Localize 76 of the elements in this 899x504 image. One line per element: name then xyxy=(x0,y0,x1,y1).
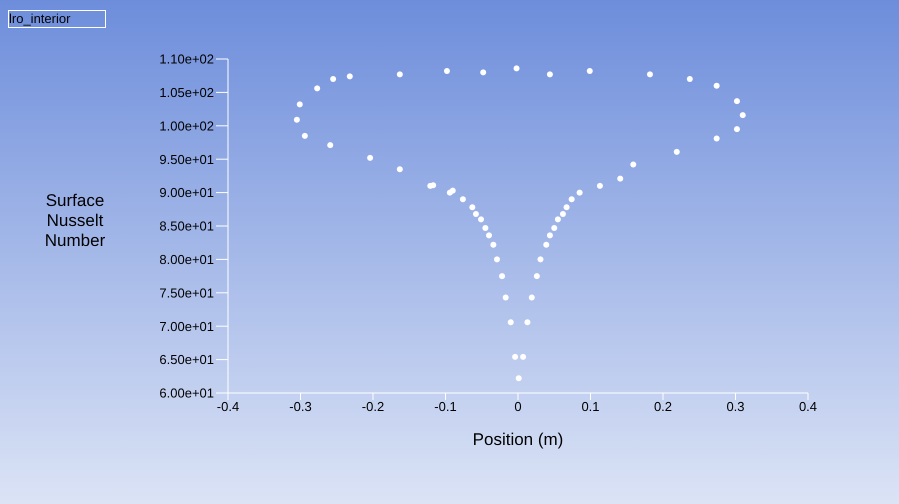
point xyxy=(568,196,575,202)
x-tick-label: 0 xyxy=(514,399,522,414)
point xyxy=(480,69,486,76)
point xyxy=(546,71,553,78)
x-tick-label: -0.4 xyxy=(216,399,240,414)
x-tick-label: -0.2 xyxy=(362,399,384,414)
point xyxy=(564,204,570,210)
point xyxy=(714,82,720,89)
point xyxy=(367,154,374,161)
y-tick-label: 6.00e+01 xyxy=(159,386,214,401)
point xyxy=(327,142,334,148)
point xyxy=(302,132,308,139)
point xyxy=(444,68,450,74)
y-tick-label: 6.50e+01 xyxy=(159,352,214,368)
point xyxy=(486,232,492,238)
point xyxy=(551,225,558,232)
point xyxy=(576,190,583,196)
text: lro_interior xyxy=(9,11,70,26)
point xyxy=(543,242,550,248)
point xyxy=(494,256,500,262)
point xyxy=(314,85,320,92)
point xyxy=(714,135,720,142)
x-tick-label: -0.3 xyxy=(289,399,312,414)
y-tick-label: 8.00e+01 xyxy=(159,252,214,268)
point xyxy=(346,73,353,80)
y-tick-label: 1.05e+02 xyxy=(159,85,214,100)
y-tick-label: 7.00e+01 xyxy=(159,318,214,334)
point xyxy=(630,162,636,168)
y-tick-label: 1.00e+02 xyxy=(159,118,214,134)
y-tick-label: 8.50e+01 xyxy=(159,218,214,234)
point xyxy=(294,116,300,123)
y-tick-label: 7.50e+01 xyxy=(159,285,214,300)
point xyxy=(396,71,403,78)
point xyxy=(296,101,303,108)
point xyxy=(586,68,593,74)
point xyxy=(596,182,603,189)
x-tick-label: 0.1 xyxy=(581,399,600,414)
point xyxy=(472,210,479,217)
point xyxy=(686,76,693,82)
point xyxy=(617,176,624,182)
y-axis-title: Surface Nusselt Number xyxy=(44,191,106,250)
point xyxy=(524,319,530,326)
point xyxy=(499,273,506,280)
x-tick-label: 0.3 xyxy=(726,399,745,414)
x-tick-label: 0.4 xyxy=(798,399,818,414)
x-axis-title: Position (m) xyxy=(472,430,564,450)
point xyxy=(446,190,453,196)
point xyxy=(478,216,484,222)
point xyxy=(734,126,740,132)
x-tick-label: -0.1 xyxy=(434,399,457,414)
point xyxy=(490,242,496,248)
point xyxy=(469,204,476,210)
point xyxy=(514,65,520,72)
point xyxy=(508,319,514,326)
point xyxy=(674,148,680,155)
point xyxy=(560,210,566,217)
point xyxy=(330,76,336,82)
point xyxy=(528,294,535,300)
y-tick-label: 9.50e+01 xyxy=(159,152,214,167)
point xyxy=(460,196,466,202)
point xyxy=(546,232,553,238)
point xyxy=(482,225,488,232)
point xyxy=(537,256,544,262)
point xyxy=(396,166,403,172)
point xyxy=(554,216,561,222)
point xyxy=(512,354,518,360)
x-tick-label: 0.2 xyxy=(654,399,672,414)
y-tick-label: 9.00e+01 xyxy=(159,185,214,200)
point xyxy=(740,112,746,118)
point xyxy=(516,375,522,382)
point xyxy=(502,294,509,300)
point xyxy=(520,354,526,360)
point xyxy=(534,273,540,280)
y-tick-label: 1.10e+02 xyxy=(159,52,214,67)
point xyxy=(734,98,740,104)
point xyxy=(646,71,653,78)
